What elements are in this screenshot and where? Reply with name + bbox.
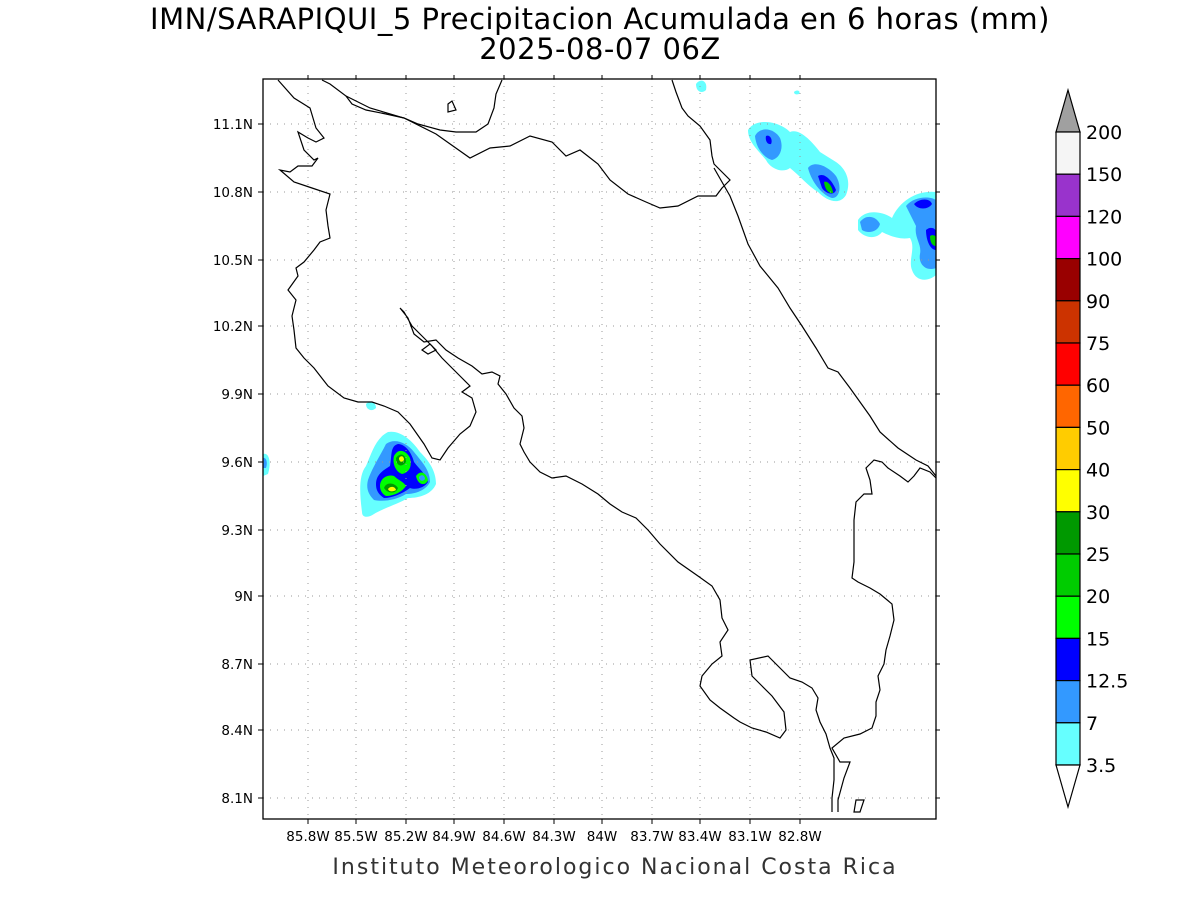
- y-tick-label: 8.1N: [221, 791, 253, 807]
- colorbar-swatch: [1055, 722, 1081, 766]
- precipitation-field: [263, 80, 936, 517]
- coastline: [277, 79, 937, 813]
- x-tick-label: 84.9W: [432, 829, 475, 845]
- colorbar-swatch: [1055, 553, 1081, 597]
- map-date-subtitle: 2025-08-07 06Z: [479, 32, 721, 66]
- map-frame: [262, 78, 937, 820]
- y-tick-label: 10.2N: [213, 319, 253, 335]
- colorbar-swatch: [1055, 258, 1081, 302]
- map-title: IMN/SARAPIQUI_5 Precipitacion Acumulada …: [150, 2, 1050, 36]
- x-tick-label: 82.8W: [778, 829, 821, 845]
- colorbar-swatch: [1055, 342, 1081, 386]
- y-tick-label: 9N: [234, 589, 253, 605]
- colorbar-legend: 200 150 120 100 90 75 60 50 40 30 25 20 15 12.5 7 3.5: [1055, 87, 1128, 810]
- x-tick-label: 84.3W: [532, 829, 575, 845]
- y-tick-label: 11.1N: [213, 117, 253, 133]
- y-tick-label: 8.4N: [221, 723, 253, 739]
- x-tick-label: 83.4W: [678, 829, 721, 845]
- colorbar-swatch: [1055, 131, 1081, 175]
- longitude-axis: 85.8W 85.5W 85.2W 84.9W 84.6W 84.3W 84W 83.7W 83…: [286, 75, 822, 845]
- colorbar-label: 60: [1086, 375, 1110, 397]
- colorbar-swatch: [1055, 300, 1081, 344]
- y-tick-label: 9.6N: [221, 455, 253, 471]
- colorbar-label: 200: [1086, 122, 1122, 144]
- y-tick-label: 9.9N: [221, 387, 253, 403]
- y-tick-label: 8.7N: [221, 657, 253, 673]
- rain-cell-northeast-1: [748, 121, 849, 202]
- colorbar-swatch: [1055, 595, 1081, 640]
- x-tick-label: 83.7W: [630, 829, 673, 845]
- colorbar-label: 75: [1086, 333, 1110, 355]
- colorbar-label: 20: [1086, 586, 1110, 608]
- colorbar-label: 25: [1086, 544, 1110, 566]
- colorbar-swatch: [1055, 511, 1081, 555]
- colorbar-label: 120: [1086, 206, 1122, 228]
- rain-cell-northeast-2: [858, 191, 936, 280]
- rain-cell-nicoya: [360, 431, 436, 517]
- x-tick-label: 85.2W: [384, 829, 427, 845]
- colorbar-label: 90: [1086, 291, 1110, 313]
- x-tick-label: 83.1W: [728, 829, 771, 845]
- x-tick-label: 85.5W: [334, 829, 377, 845]
- colorbar-swatch: [1055, 637, 1081, 682]
- latitude-axis: 11.1N 10.8N 10.5N 10.2N 9.9N 9.6N 9.3N 9N 8.7N 8.…: [213, 117, 940, 807]
- colorbar-label: 7: [1086, 713, 1098, 735]
- colorbar-swatch: [1055, 469, 1081, 513]
- lat-lon-grid: [263, 79, 936, 819]
- colorbar-over-arrow: [1055, 87, 1081, 133]
- colorbar-swatch: [1055, 426, 1081, 471]
- colorbar-swatch: [1055, 215, 1081, 260]
- colorbar-under-arrow: [1055, 764, 1081, 810]
- colorbar-label: 50: [1086, 417, 1110, 439]
- colorbar-label: 150: [1086, 164, 1122, 186]
- x-tick-label: 84.6W: [482, 829, 525, 845]
- colorbar-label: 40: [1086, 460, 1110, 482]
- colorbar-label: 30: [1086, 502, 1110, 524]
- y-tick-label: 10.8N: [213, 185, 253, 201]
- colorbar-swatch: [1055, 173, 1081, 217]
- y-tick-label: 10.5N: [213, 253, 253, 269]
- colorbar-label: 3.5: [1086, 755, 1116, 777]
- colorbar-label: 100: [1086, 249, 1122, 271]
- colorbar-label: 15: [1086, 628, 1110, 650]
- x-tick-label: 85.8W: [286, 829, 329, 845]
- colorbar-swatch: [1055, 384, 1081, 429]
- colorbar-label: 12.5: [1086, 671, 1128, 693]
- footer-credit: Instituto Meteorologico Nacional Costa R…: [332, 855, 898, 880]
- y-tick-label: 9.3N: [221, 523, 253, 539]
- colorbar-swatch: [1055, 679, 1081, 724]
- x-tick-label: 84W: [587, 829, 618, 845]
